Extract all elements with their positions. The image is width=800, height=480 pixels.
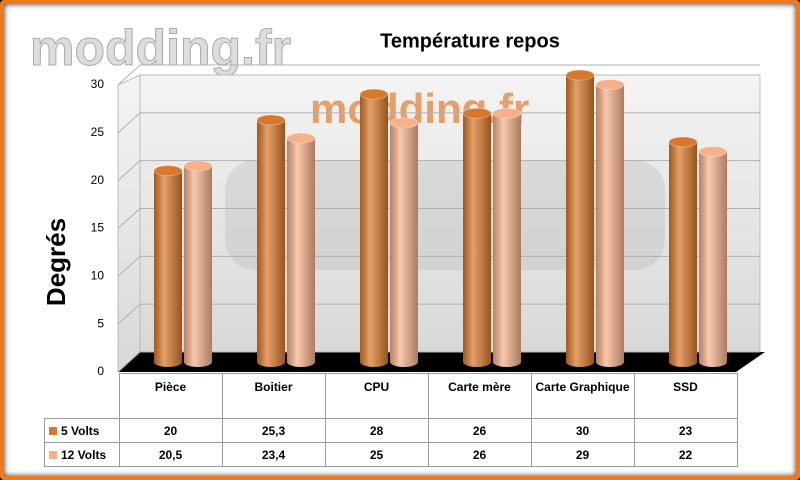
x-tick-label: Pièce: [118, 373, 223, 419]
data-table: Pièce Boitier CPU Carte mère Carte Graphique…: [44, 373, 738, 467]
y-tick-label: 15: [91, 221, 105, 235]
bar-top: [492, 107, 522, 119]
grid-line: [117, 303, 760, 325]
grid-line: [117, 208, 760, 229]
y-tick-label: 20: [91, 173, 105, 187]
bar-shade: [596, 84, 624, 368]
bar-top: [359, 88, 389, 100]
x-tick-label: CPU: [324, 373, 429, 419]
table-header-row: Pièce Boitier CPU Carte mère Carte Graphique…: [45, 373, 738, 419]
table-value: 23,4: [221, 442, 326, 467]
table-row: 12 Volts 20,5 23,4 25 26 29 22: [44, 442, 738, 467]
grid-line: [117, 351, 760, 373]
bar-top: [462, 107, 492, 119]
grid-line: [117, 112, 760, 134]
bar-shade: [463, 113, 491, 368]
table-value: 29: [530, 442, 635, 467]
chart-title: Température repos: [380, 30, 560, 52]
y-tick-label: 25: [91, 125, 105, 139]
bar-shade: [154, 170, 182, 367]
bar-shade: [390, 122, 418, 367]
bar-shade: [360, 94, 388, 367]
table-value: 26: [427, 442, 532, 467]
legend-label: 12 Volts: [61, 447, 107, 462]
bar-top: [389, 117, 419, 129]
table-value: 28: [324, 418, 429, 443]
legend-label: 5 Volts: [61, 423, 100, 438]
table-value: 25: [324, 442, 429, 467]
table-value: 22: [633, 442, 738, 467]
bar-top: [565, 69, 595, 81]
y-axis-label: Degrés: [41, 218, 71, 306]
table-value: 20: [118, 418, 223, 443]
grid-line: [117, 64, 760, 86]
background-photo: [225, 160, 665, 270]
x-tick-label: Boitier: [221, 373, 326, 419]
bar-shade: [699, 151, 727, 367]
bar-top: [153, 165, 183, 177]
bar-shade: [287, 138, 315, 367]
watermark: modding.fr: [30, 20, 291, 76]
table-row: 5 Volts 20 25,3 28 26 30 23: [44, 418, 738, 443]
watermark: modding.fr: [310, 85, 529, 132]
side-wall: [117, 74, 141, 374]
bar-top: [286, 132, 316, 144]
y-tick-label: 5: [97, 316, 104, 330]
table-value: 25,3: [221, 418, 326, 443]
x-tick-label: Carte Graphique: [530, 373, 635, 419]
x-tick-label: SSD: [633, 373, 738, 419]
legend-key: [49, 426, 57, 435]
grid-line: [117, 160, 760, 182]
bar-shade: [184, 165, 212, 367]
grid-line: [117, 255, 760, 277]
back-wall: [139, 74, 761, 353]
table-value: 20,5: [118, 442, 223, 467]
bar-top: [698, 146, 728, 158]
bar-top: [595, 79, 625, 91]
bar-top: [183, 160, 213, 172]
y-tick-label: 30: [91, 77, 105, 91]
y-tick-label: 10: [91, 269, 105, 283]
y-tick-label: 0: [97, 364, 104, 378]
legend-entry: 12 Volts: [44, 442, 120, 467]
floor: [118, 352, 765, 372]
table-value: 30: [530, 418, 635, 443]
bar-top: [256, 114, 286, 126]
bar-shade: [257, 119, 285, 367]
table-value: 23: [633, 418, 738, 443]
bar-shade: [493, 113, 521, 368]
x-tick-label: Carte mère: [427, 373, 532, 419]
legend-entry: 5 Volts: [44, 418, 120, 443]
bar-shade: [566, 75, 594, 367]
table-corner: [45, 374, 120, 419]
bar-shade: [669, 141, 697, 367]
legend-key: [49, 450, 57, 459]
bar-top: [668, 136, 698, 148]
table-value: 26: [427, 418, 532, 443]
